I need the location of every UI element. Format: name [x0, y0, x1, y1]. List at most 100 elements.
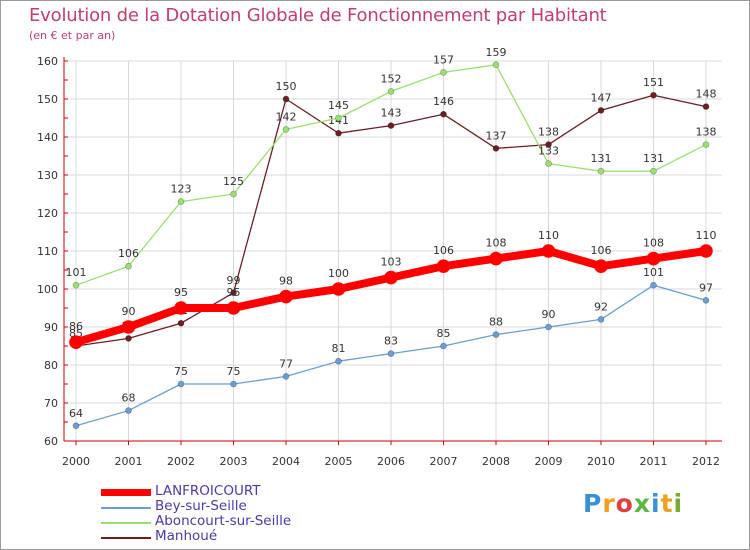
data-point: [650, 91, 657, 99]
logo-letter: i: [673, 489, 684, 518]
legend-label: Manhoué: [155, 528, 218, 544]
data-point: [492, 145, 500, 152]
legend-item: LANFROICOURT: [101, 483, 361, 500]
legend-swatch: [101, 537, 151, 539]
data-point: [279, 289, 293, 304]
data-label: 131: [591, 152, 612, 165]
legend-label: Aboncourt-sur-Seille: [155, 513, 292, 529]
y-tick-label: 60: [44, 435, 58, 448]
data-point: [650, 281, 657, 289]
data-point: [282, 373, 290, 380]
data-label: 152: [381, 72, 402, 85]
data-label: 83: [384, 335, 398, 348]
legend-item: Aboncourt-sur-Seille: [101, 513, 361, 530]
y-tick-label: 140: [37, 131, 58, 144]
data-point: [541, 244, 556, 258]
series-lanfroicourt: 86 90 95 95 98 100 103 106 108 110 106 108 110: [69, 229, 717, 350]
y-tick-label: 100: [37, 283, 58, 296]
data-label: 103: [381, 256, 402, 269]
chart-title: Evolution de la Dotation Globale de Fonc…: [29, 5, 607, 26]
data-label: 131: [643, 152, 664, 165]
data-label: 90: [122, 305, 136, 318]
x-tick-label: 2011: [640, 455, 668, 468]
data-label: 138: [696, 126, 717, 139]
data-label: 137: [486, 129, 507, 142]
data-label: 157: [433, 53, 454, 66]
data-point: [125, 262, 132, 270]
data-point: [230, 289, 237, 297]
data-label: 64: [69, 407, 83, 420]
data-point: [335, 114, 342, 122]
logo-letter: t: [660, 489, 674, 518]
data-point: [125, 407, 132, 414]
data-label: 150: [276, 80, 297, 93]
data-point: [226, 301, 241, 315]
data-label: 85: [437, 327, 451, 340]
data-label: 75: [227, 365, 241, 378]
data-label: 148: [696, 88, 717, 101]
data-point: [489, 251, 503, 266]
y-tick-label: 160: [37, 55, 58, 68]
series-aboncourt-sur-seille: 101 106 123 125 142 145 152 157 159 133 131 131 138: [66, 46, 717, 289]
data-label: 101: [643, 266, 664, 279]
data-label: 143: [381, 107, 402, 120]
data-label: 108: [643, 237, 664, 250]
data-label: 138: [538, 126, 559, 139]
proxiti-logo: Proxiti: [583, 489, 683, 518]
series-bey-sur-seille: 64 68 75 75 77 81 83 85 88 90 92 101 97: [69, 266, 713, 430]
y-tick-label: 150: [37, 93, 58, 106]
legend-swatch: [101, 507, 151, 509]
logo-letter: o: [615, 489, 634, 518]
data-point: [702, 141, 710, 148]
data-label: 110: [696, 229, 717, 242]
data-point: [177, 380, 185, 388]
data-point: [335, 129, 342, 137]
data-label: 92: [594, 300, 608, 313]
y-tick-label: 70: [44, 397, 58, 410]
data-point: [282, 126, 290, 133]
data-point: [492, 61, 500, 69]
data-point: [121, 320, 136, 334]
data-label: 123: [171, 183, 192, 196]
data-point: [440, 110, 447, 118]
data-point: [387, 122, 395, 129]
data-label: 77: [279, 357, 293, 370]
legend-item: Bey-sur-Seille: [101, 498, 361, 515]
data-point: [282, 95, 290, 103]
data-point: [699, 244, 713, 258]
data-label: 145: [328, 99, 349, 112]
data-point: [597, 316, 605, 323]
x-tick-label: 2012: [692, 455, 720, 468]
logo-letter: r: [602, 489, 616, 518]
data-label: 95: [227, 286, 241, 299]
legend-label: LANFROICOURT: [155, 483, 261, 499]
data-label: 81: [332, 342, 346, 355]
data-label: 142: [276, 110, 297, 123]
data-label: 146: [433, 95, 454, 108]
data-label: 106: [591, 244, 612, 257]
data-label: 151: [643, 76, 664, 89]
x-tick-label: 2010: [587, 455, 615, 468]
data-point: [174, 301, 188, 315]
data-point: [650, 167, 657, 175]
legend-swatch: [101, 522, 151, 524]
data-point: [492, 331, 500, 338]
legend-label: Bey-sur-Seille: [155, 498, 247, 514]
data-point: [72, 422, 80, 430]
logo-letter: x: [633, 489, 651, 518]
data-label: 100: [328, 267, 349, 280]
x-tick-label: 2009: [535, 455, 563, 468]
data-point: [440, 69, 447, 76]
data-label: 147: [591, 91, 612, 104]
x-tick-label: 2003: [220, 455, 248, 468]
y-tick-label: 130: [37, 169, 58, 182]
data-point: [177, 319, 185, 327]
chart-subtitle: (en € et par an): [29, 29, 116, 42]
legend: LANFROICOURT Bey-sur-Seille Aboncourt-su…: [101, 483, 361, 545]
x-tick-label: 2008: [482, 455, 510, 468]
x-tick-label: 2002: [167, 455, 195, 468]
data-point: [436, 259, 451, 274]
data-point: [335, 357, 342, 365]
data-label: 106: [433, 244, 454, 257]
